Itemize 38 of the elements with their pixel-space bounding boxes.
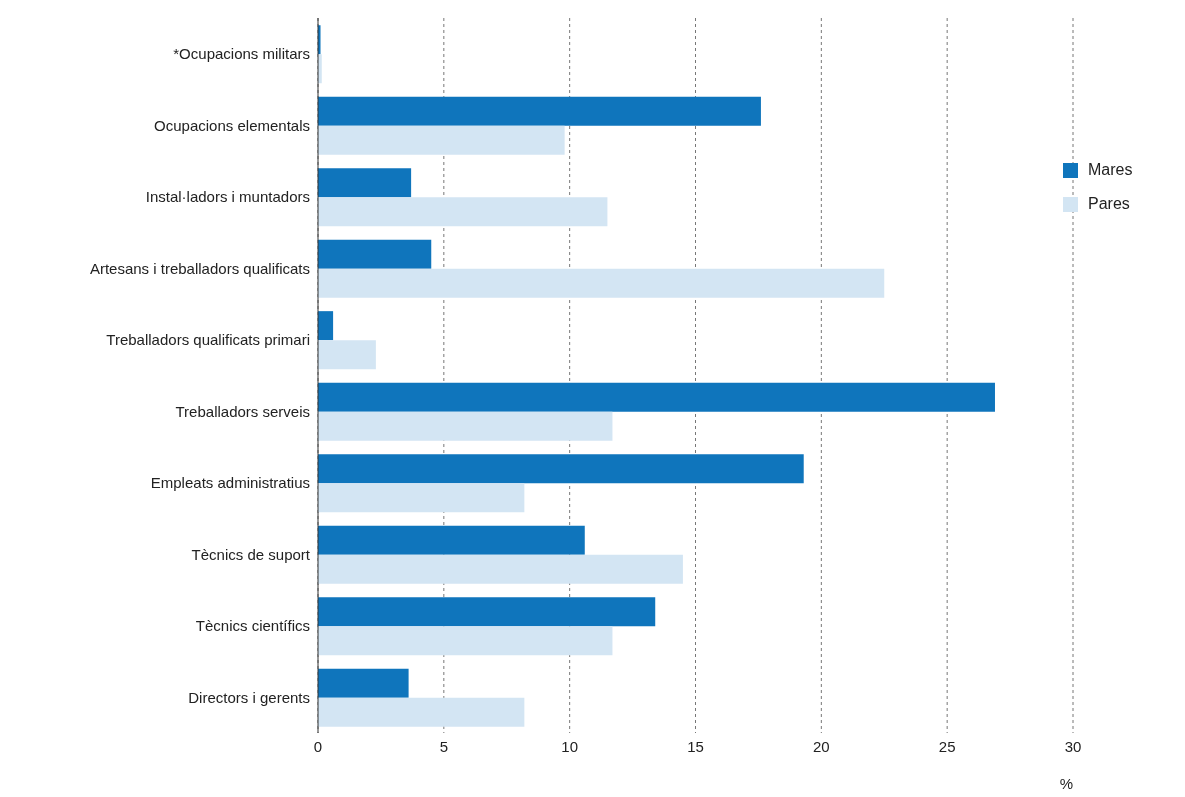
y-tick-label: Directors i gerents — [188, 688, 310, 706]
bar — [318, 340, 376, 370]
x-tick-label: 30 — [1064, 737, 1082, 755]
x-axis-title: % — [1059, 775, 1073, 792]
bar — [318, 268, 885, 298]
bar — [318, 454, 804, 484]
bar — [318, 697, 525, 727]
bar — [318, 411, 613, 441]
y-tick-label: Instal·ladors i muntadors — [145, 188, 310, 206]
bar — [318, 96, 761, 126]
x-tick-label: 20 — [812, 737, 830, 755]
bar — [318, 483, 525, 513]
x-tick-label: 10 — [561, 737, 579, 755]
y-tick-label: *Ocupacions militars — [173, 45, 310, 63]
x-tick-label: 5 — [439, 737, 449, 755]
y-tick-label: Treballadors serveis — [175, 402, 310, 420]
bar — [318, 311, 334, 341]
y-tick-label: Treballadors qualificats primari — [106, 331, 310, 349]
y-tick-label: Tècnics de suport — [191, 545, 311, 563]
x-tick-label: 0 — [313, 737, 323, 755]
legend-label: Mares — [1088, 161, 1133, 178]
bar — [318, 125, 565, 155]
y-tick-label: Ocupacions elementals — [154, 116, 310, 134]
bar — [318, 197, 608, 227]
bar — [318, 239, 432, 269]
y-tick-label: Tècnics científics — [195, 617, 310, 635]
y-tick-label: Empleats administratius — [150, 474, 310, 492]
bar — [318, 382, 995, 412]
bar — [318, 554, 683, 584]
y-tick-label: Artesans i treballadors qualificats — [89, 259, 310, 277]
bar — [318, 626, 613, 656]
x-tick-label: 15 — [687, 737, 704, 755]
bar — [318, 597, 656, 627]
bar — [318, 525, 585, 555]
bar — [318, 168, 412, 198]
legend-label: Pares — [1088, 195, 1130, 212]
x-tick-label: 25 — [938, 737, 956, 755]
bar — [318, 668, 409, 698]
